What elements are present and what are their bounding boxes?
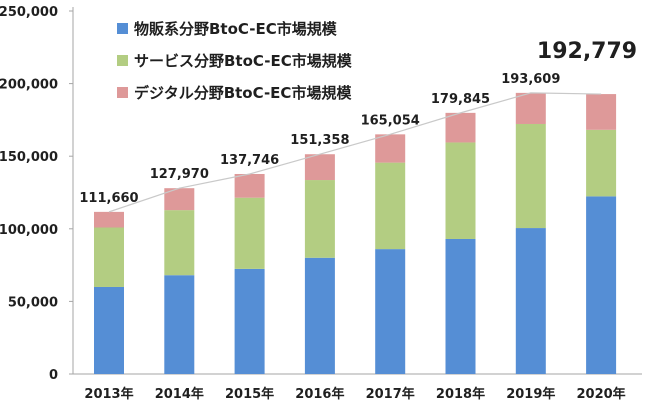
bar-segment-2	[94, 227, 124, 287]
bar-segment-3	[445, 112, 476, 143]
total-data-label: 165,054	[361, 113, 420, 128]
legend-label-1: 物販系分野BtoC-EC市場規模	[134, 20, 338, 38]
bar-segment-3	[375, 134, 406, 163]
y-tick-label: 50,000	[8, 295, 58, 310]
y-tick-label: 100,000	[0, 223, 58, 238]
legend-swatch-1	[117, 23, 128, 34]
bar-segment-1	[515, 228, 546, 374]
x-tick-label: 2020年	[577, 386, 626, 402]
bar-segment-2	[586, 129, 617, 197]
total-data-label: 127,970	[150, 167, 209, 182]
bar-segment-2	[445, 142, 476, 239]
bar-segment-3	[304, 154, 335, 181]
total-data-label: 111,660	[79, 191, 138, 206]
bar-segment-1	[586, 196, 617, 374]
total-data-label: 193,609	[501, 72, 560, 87]
bar-segment-2	[515, 123, 546, 229]
bar-segment-1	[164, 275, 195, 374]
total-data-label: 192,779	[537, 39, 637, 64]
bar-segment-1	[375, 249, 406, 374]
bar-segment-2	[164, 210, 195, 276]
bar-segment-1	[234, 268, 265, 374]
y-tick-label: 0	[49, 368, 58, 383]
y-tick-label: 150,000	[0, 150, 58, 165]
bar-segment-3	[234, 173, 265, 198]
bar-segment-1	[445, 238, 476, 374]
x-tick-label: 2015年	[225, 386, 274, 402]
x-tick-label: 2013年	[84, 386, 133, 402]
bar-segment-3	[586, 94, 617, 130]
bar-segment-3	[164, 188, 195, 211]
legend-swatch-3	[117, 87, 128, 98]
x-tick-label: 2019年	[506, 386, 555, 402]
bar-segment-1	[94, 286, 124, 374]
y-tick-label: 250,000	[0, 5, 58, 20]
bar-segment-2	[234, 197, 265, 269]
total-data-label: 137,746	[220, 153, 279, 168]
legend-label-3: デジタル分野BtoC-EC市場規模	[134, 84, 352, 102]
bar-segment-2	[375, 162, 406, 250]
total-data-label: 179,845	[431, 92, 490, 107]
bar-segment-3	[515, 92, 546, 124]
bar-segment-3	[94, 211, 124, 228]
x-tick-label: 2014年	[155, 386, 204, 402]
total-data-label: 151,358	[290, 133, 349, 148]
x-tick-label: 2017年	[366, 386, 415, 402]
bar-segment-2	[304, 180, 335, 258]
bar-segment-1	[304, 257, 335, 374]
x-tick-label: 2018年	[436, 386, 485, 402]
y-tick-label: 200,000	[0, 78, 58, 93]
totals-trend-line	[108, 92, 602, 213]
legend-swatch-2	[117, 55, 128, 66]
legend-label-2: サービス分野BtoC-EC市場規模	[134, 52, 353, 70]
x-tick-label: 2016年	[295, 386, 344, 402]
